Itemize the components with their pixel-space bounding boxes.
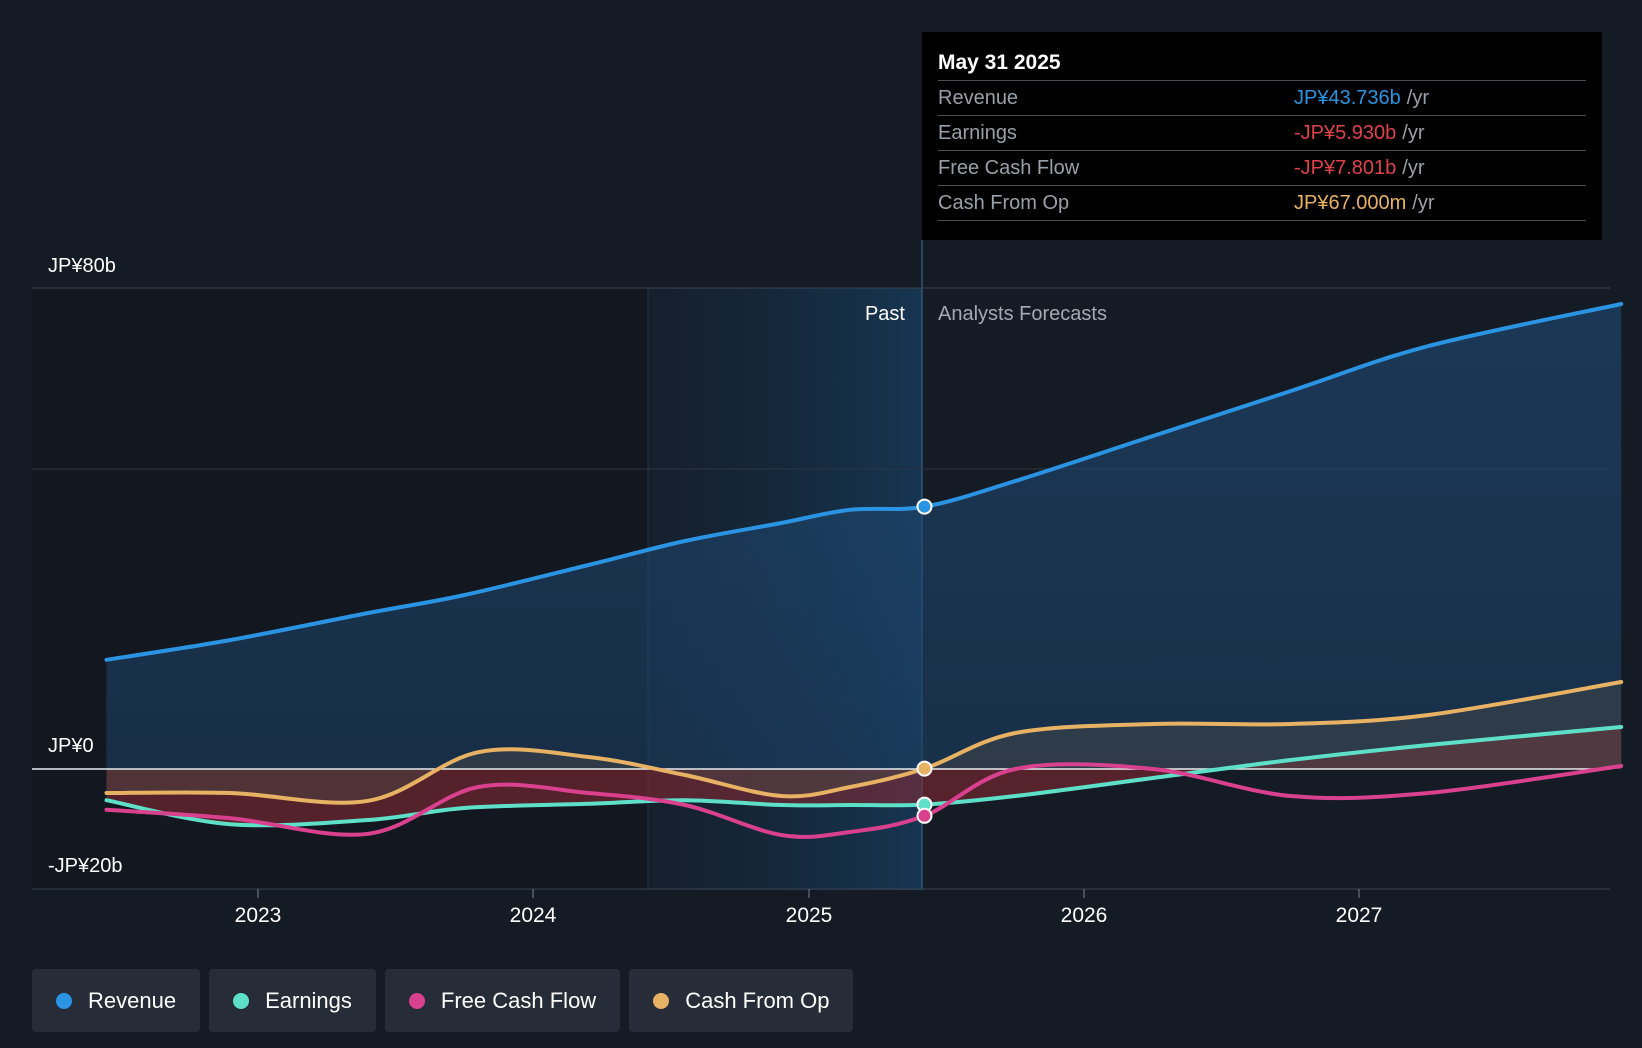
- tooltip: May 31 2025 Revenue JP¥43.736b /yr Earni…: [922, 32, 1602, 240]
- tooltip-label: Free Cash Flow: [938, 157, 1080, 179]
- negative-area: [106, 727, 1622, 826]
- legend-item-cash-from-op[interactable]: Cash From Op: [629, 969, 854, 1032]
- x-tick-label: 2026: [1061, 904, 1108, 927]
- free-cash-flow-marker: [916, 807, 933, 824]
- tooltip-row-revenue: Revenue JP¥43.736b /yr: [938, 80, 1586, 115]
- free-cash-flow-dot-icon: [408, 992, 425, 1009]
- tooltip-label: Earnings: [938, 122, 1017, 144]
- cash-from-op-dot-icon: [653, 992, 670, 1009]
- series-lines: [104, 302, 1624, 839]
- revenue-marker: [916, 498, 933, 515]
- legend-label: Cash From Op: [685, 987, 830, 1013]
- past-label: Past: [865, 303, 905, 325]
- tooltip-unit: /yr: [1406, 87, 1429, 109]
- tooltip-value: JP¥67.000m: [1294, 192, 1407, 214]
- earnings-line: [104, 725, 1624, 828]
- tooltip-unit: /yr: [1402, 157, 1425, 179]
- tooltip-value: -JP¥7.801b: [1294, 157, 1397, 179]
- tooltip-label: Revenue: [938, 87, 1019, 109]
- tooltip-date: May 31 2025: [938, 51, 1061, 74]
- revenue-dot-icon: [56, 992, 72, 1009]
- x-tick-label: 2023: [235, 904, 282, 927]
- revenue-line: [104, 302, 1624, 662]
- cash-from-op-area: [106, 682, 1622, 803]
- tooltip-value: -JP¥5.930b: [1294, 122, 1397, 144]
- x-axis: 2023 2024 2025 2026 2027: [235, 889, 1383, 927]
- tooltip-value: JP¥43.736b: [1294, 87, 1401, 109]
- tooltip-label: Cash From Op: [938, 192, 1070, 214]
- legend-item-free-cash-flow[interactable]: Free Cash Flow: [384, 969, 621, 1032]
- legend: Revenue Earnings Free Cash Flow Cash Fro…: [32, 969, 854, 1032]
- earnings-dot-icon: [233, 992, 250, 1009]
- tooltip-markers: [916, 498, 933, 824]
- y-tick-label: JP¥0: [48, 735, 94, 757]
- cash-from-op-marker: [916, 760, 933, 777]
- x-tick-label: 2027: [1336, 904, 1383, 927]
- legend-item-earnings[interactable]: Earnings: [209, 969, 376, 1032]
- tooltip-row-earnings: Earnings -JP¥5.930b /yr: [938, 115, 1586, 150]
- free-cash-flow-line: [104, 762, 1624, 839]
- x-tick-label: 2025: [786, 904, 833, 927]
- revenue-area: [106, 304, 1622, 769]
- x-tick-label: 2024: [510, 904, 557, 927]
- tooltip-unit: /yr: [1412, 192, 1435, 214]
- legend-label: Revenue: [88, 987, 177, 1013]
- cash-from-op-line: [104, 680, 1624, 805]
- legend-label: Earnings: [265, 987, 352, 1013]
- tooltip-unit: /yr: [1402, 122, 1425, 144]
- y-tick-label: -JP¥20b: [48, 855, 123, 877]
- tooltip-row-free-cash-flow: Free Cash Flow -JP¥7.801b /yr: [938, 150, 1586, 185]
- y-axis-labels: JP¥80b JP¥0 -JP¥20b: [48, 255, 123, 877]
- legend-label: Free Cash Flow: [440, 987, 597, 1013]
- tooltip-row-cash-from-op: Cash From Op JP¥67.000m /yr: [938, 185, 1586, 221]
- legend-item-revenue[interactable]: Revenue: [32, 969, 201, 1032]
- forecast-label: Analysts Forecasts: [938, 303, 1107, 325]
- y-tick-label: JP¥80b: [48, 255, 116, 277]
